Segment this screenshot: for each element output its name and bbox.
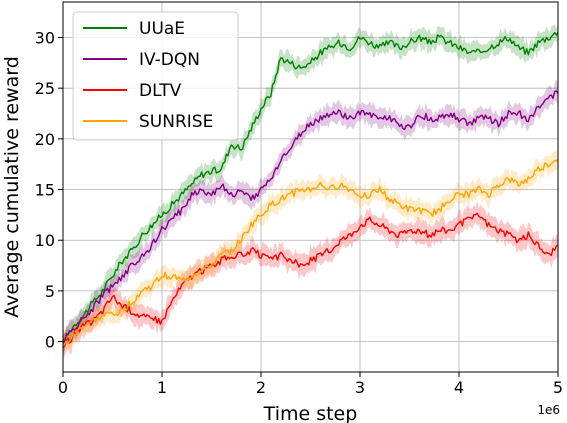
- x-axis-label: Time step: [263, 403, 358, 423]
- y-axis-label: Average cumulative reward: [1, 56, 23, 318]
- legend: UUaE IV-DQN DLTV SUNRISE: [72, 11, 239, 141]
- legend-label-sunrise: SUNRISE: [139, 112, 213, 132]
- x-axis-offset-text: 1e6: [537, 403, 560, 417]
- x-tick-label: 0: [58, 378, 68, 397]
- legend-label-uuae: UUaE: [139, 19, 185, 39]
- y-tick-label: 15: [35, 181, 55, 200]
- y-tick-label: 10: [35, 231, 55, 250]
- series-line-iv-dqn: [62, 90, 559, 345]
- series-line-uuae: [62, 31, 559, 343]
- x-tick-label: 2: [256, 378, 266, 397]
- y-tick-label: 20: [35, 130, 55, 149]
- x-tick-label: 4: [454, 378, 464, 397]
- series-band-iv-dqn: [63, 79, 558, 353]
- y-tick-label: 30: [35, 28, 55, 47]
- series-band-dltv: [63, 200, 558, 361]
- legend-label-iv-dqn: IV-DQN: [139, 50, 200, 70]
- plot-area-frame: [62, 1, 559, 373]
- series-line-sunrise: [62, 158, 559, 347]
- series-line-dltv: [62, 212, 559, 349]
- axis-ticks: 0 1 2 3 4 5 0 5 10 15 20 25 30: [35, 28, 563, 397]
- legend-box: [72, 11, 239, 141]
- y-tick-label: 25: [35, 79, 55, 98]
- x-tick-label: 5: [553, 378, 563, 397]
- x-tick-label: 3: [355, 378, 365, 397]
- y-tick-label: 0: [45, 333, 55, 352]
- series-lines: [62, 31, 559, 349]
- legend-label-dltv: DLTV: [139, 81, 182, 101]
- x-tick-label: 1: [157, 378, 167, 397]
- y-tick-label: 5: [45, 282, 55, 301]
